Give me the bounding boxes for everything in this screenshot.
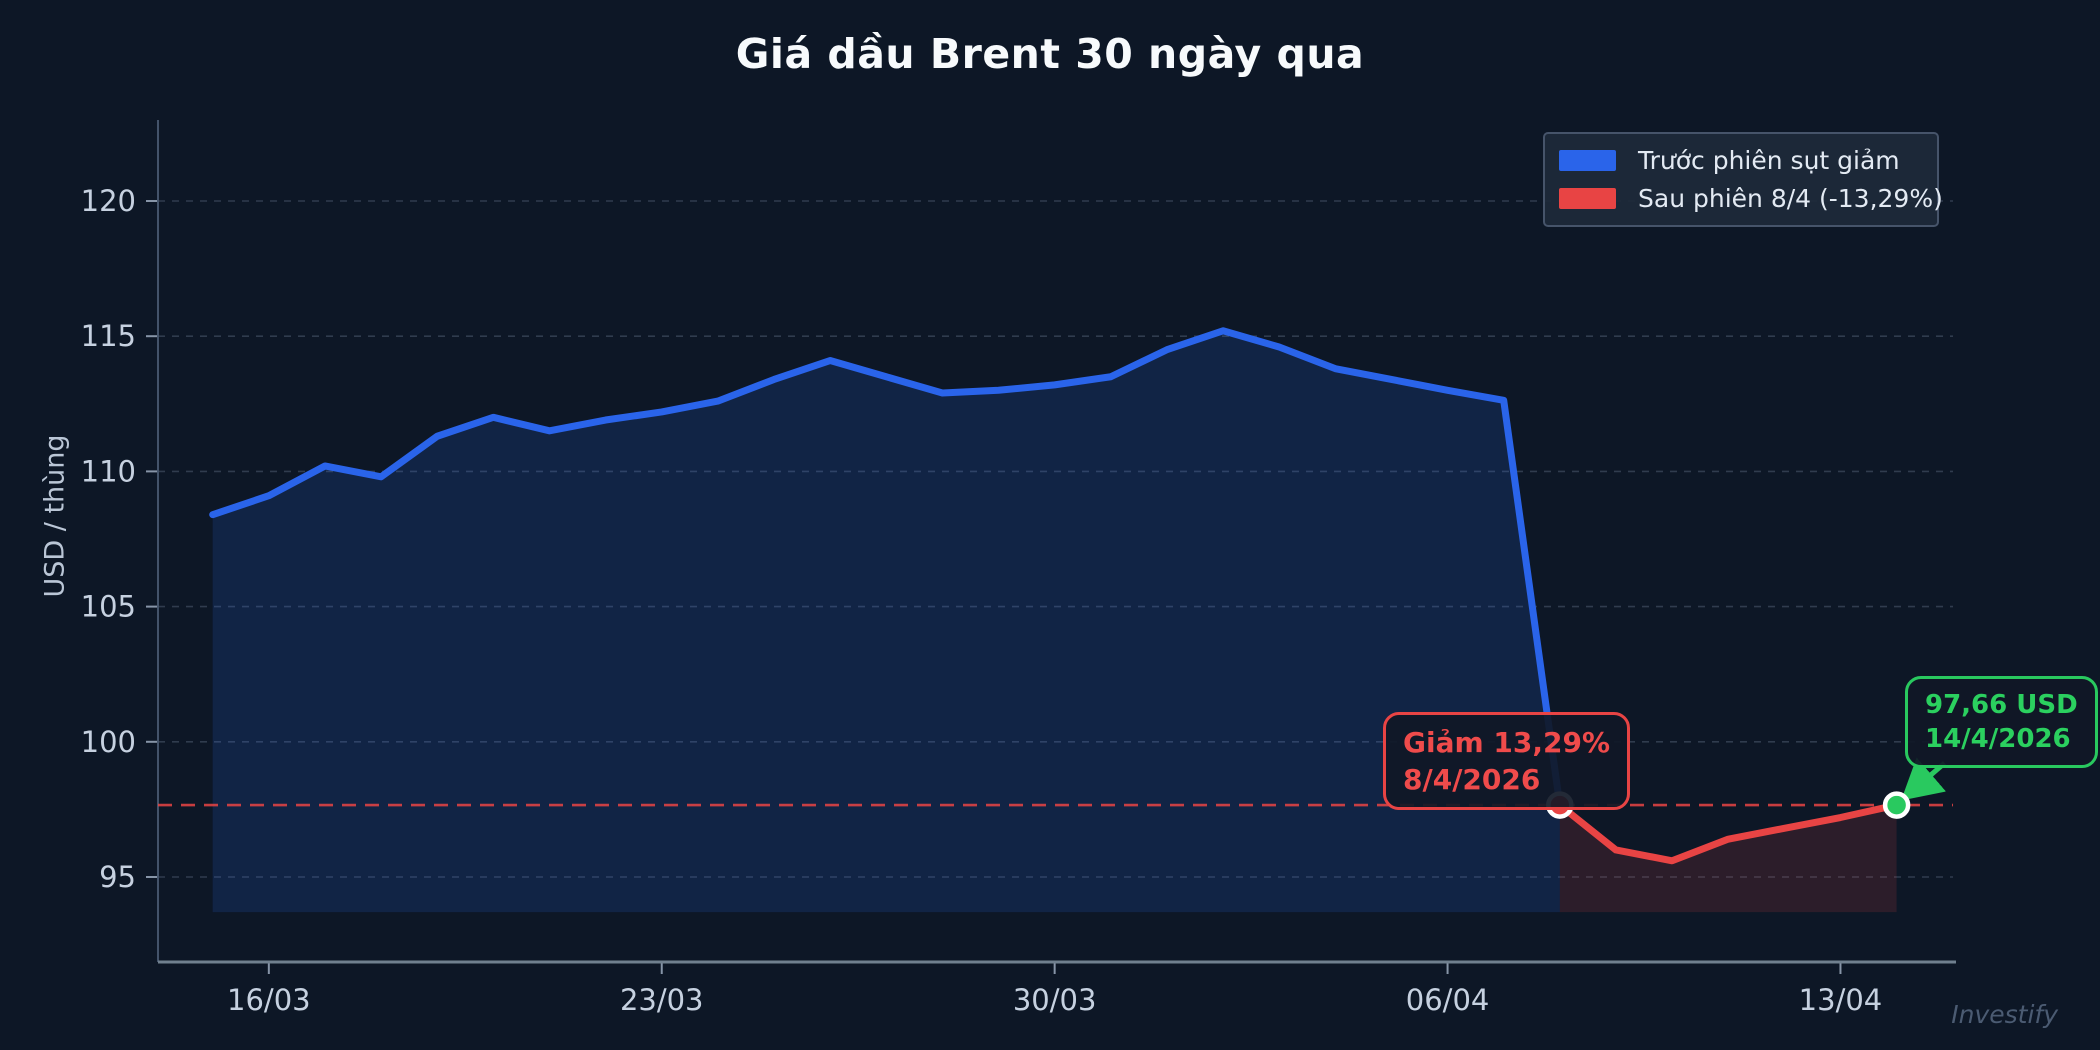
series-line	[1556, 801, 1901, 865]
series-area	[212, 330, 1560, 913]
legend-swatch-red	[1559, 188, 1616, 209]
legend-label: Trước phiên sụt giảm	[1638, 146, 1900, 175]
x-tick-label: 30/03	[1013, 983, 1097, 1017]
x-tick-label: 16/03	[227, 983, 311, 1017]
y-tick-label: 110	[81, 454, 136, 488]
current-price-value: 97,66 USD	[1925, 690, 2078, 720]
y-tick-label: 120	[81, 184, 136, 218]
drop-annotation-percent: Giảm 13,29%	[1403, 726, 1611, 759]
y-tick-label: 100	[81, 725, 136, 759]
drop-annotation: Giảm 13,29% 8/4/2026	[1383, 712, 1631, 810]
legend-swatch-blue	[1559, 150, 1616, 171]
legend-item-before-drop[interactable]: Trước phiên sụt giảm	[1559, 146, 1937, 175]
brand-watermark: Investify	[1951, 1000, 2058, 1029]
x-tick-label: 06/04	[1406, 983, 1490, 1017]
legend: Trước phiên sụt giảm Sau phiên 8/4 (-13,…	[1543, 132, 1943, 227]
x-tick-label: 23/03	[620, 983, 704, 1017]
chart-title: Giá dầu Brent 30 ngày qua	[735, 30, 1365, 78]
current-price-date: 14/4/2026	[1925, 724, 2071, 754]
y-tick-label: 115	[81, 319, 136, 353]
y-tick-label: 105	[81, 590, 136, 624]
current-point-marker	[1882, 791, 1911, 819]
legend-label: Sau phiên 8/4 (-13,29%)	[1638, 184, 1943, 213]
series-area	[1559, 805, 1897, 913]
y-tick-label: 95	[99, 860, 136, 894]
x-tick-label: 13/04	[1799, 983, 1883, 1017]
current-annotation-arrow	[1901, 757, 1947, 801]
legend-item-after-drop[interactable]: Sau phiên 8/4 (-13,29%)	[1559, 184, 1943, 213]
series-line	[209, 327, 1564, 809]
current-price-annotation: 97,66 USD 14/4/2026	[1905, 676, 2098, 768]
drop-annotation-date: 8/4/2026	[1403, 763, 1541, 796]
y-axis-title: USD / thùng	[39, 434, 71, 598]
